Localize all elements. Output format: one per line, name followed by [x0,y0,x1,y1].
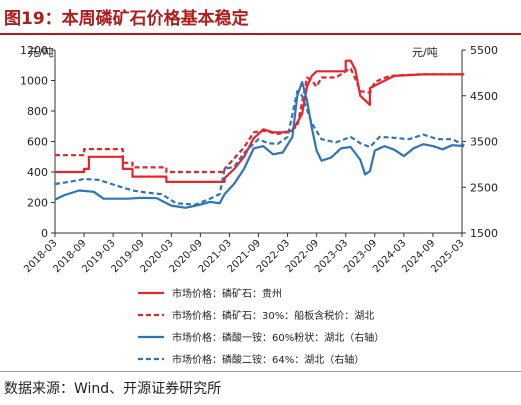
left-axis-unit: 元/吨 [28,46,54,59]
plot-frame [54,50,463,234]
right-tick-label: 3500 [470,136,498,149]
left-axis: 0 200 400 600 800 1000 1200 [20,44,55,240]
source-rule [0,371,521,372]
figure-title: 图19：本周磷矿石价格基本稳定 [4,9,249,29]
right-axis: 1500 2500 3500 4500 5500 [462,44,498,240]
legend-label-2: 市场价格：磷矿石：30%：船板含税价：湖北 [172,309,374,322]
right-tick-label: 5500 [470,44,498,57]
left-tick-label: 0 [41,227,48,240]
left-tick-label: 600 [27,136,48,149]
left-tick-label: 1000 [20,75,48,88]
series-line-3 [54,80,465,209]
left-tick-label: 800 [27,105,48,118]
series-line-4 [54,90,465,206]
right-axis-unit: 元/吨 [412,46,438,59]
series-line-1 [55,59,465,183]
right-tick-label: 4500 [470,90,498,103]
right-tick-label: 1500 [470,227,498,240]
price-line-chart: 0 200 400 600 800 1000 1200 1500 2500 3500 4500 55… [20,44,498,366]
title-rule [0,33,521,35]
left-tick-label: 200 [27,197,48,210]
legend: 市场价格：磷矿石：贵州市场价格：磷矿石：30%：船板含税价：湖北市场价格：磷酸一… [138,287,384,366]
source-note: 数据来源：Wind、开源证券研究所 [4,381,222,397]
legend-label-1: 市场价格：磷矿石：贵州 [172,287,282,300]
legend-label-3: 市场价格：磷酸一铵：60%粉状：湖北（右轴） [172,331,384,344]
left-tick-label: 400 [27,166,48,179]
legend-label-4: 市场价格：磷酸二铵：64%：湖北（右轴） [172,353,364,366]
x-axis: 2018-032018-092019-032019-092020-032020-… [22,233,467,275]
right-tick-label: 2500 [470,181,498,194]
series-layer [54,59,465,209]
left-tick-label: 1200 [20,44,48,57]
